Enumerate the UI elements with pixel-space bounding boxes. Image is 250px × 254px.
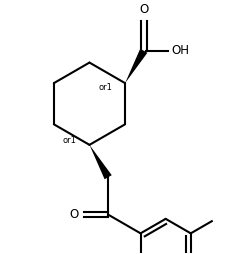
Text: O: O [139, 3, 148, 16]
Text: or1: or1 [98, 83, 112, 92]
Polygon shape [125, 49, 147, 83]
Text: O: O [69, 208, 78, 221]
Text: OH: OH [171, 44, 189, 57]
Text: or1: or1 [62, 136, 76, 145]
Polygon shape [90, 145, 112, 179]
